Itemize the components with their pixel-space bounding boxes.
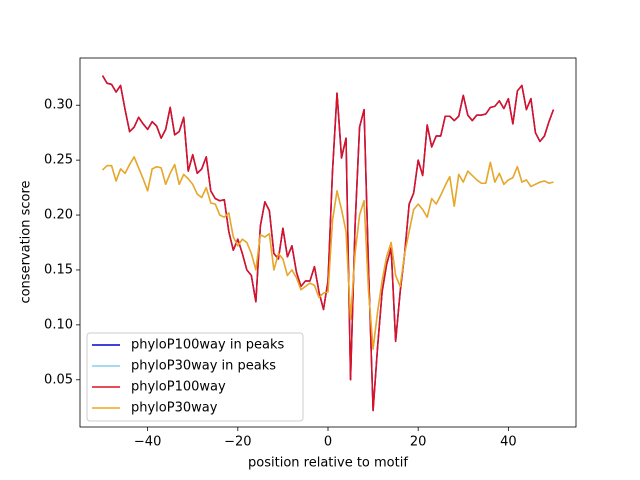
x-tick-label: −40 [134, 435, 161, 450]
legend-label: phyloP30way [131, 401, 218, 416]
x-tick-label: 0 [324, 435, 332, 450]
y-tick-label: 0.15 [44, 262, 73, 277]
legend-label: phyloP30way in peaks [131, 359, 276, 374]
plot-frame [79, 57, 577, 428]
y-tick-label: 0.05 [44, 372, 73, 387]
legend-label: phyloP100way in peaks [131, 338, 285, 353]
y-axis-label: conservation score [19, 180, 34, 303]
x-tick-label: 40 [500, 435, 517, 450]
x-tick-label: 20 [410, 435, 427, 450]
y-tick-label: 0.25 [44, 153, 73, 168]
y-tick-label: 0.30 [44, 98, 73, 113]
x-axis-label: position relative to motif [248, 456, 408, 471]
legend-box [86, 332, 304, 422]
x-tick-label: −20 [224, 435, 251, 450]
y-tick-label: 0.20 [44, 208, 73, 223]
legend-label: phyloP100way [131, 380, 226, 395]
y-tick-label: 0.10 [44, 317, 73, 332]
series-line [102, 156, 554, 350]
legend: phyloP100way in peaks phyloP30way in peak… [86, 332, 304, 422]
